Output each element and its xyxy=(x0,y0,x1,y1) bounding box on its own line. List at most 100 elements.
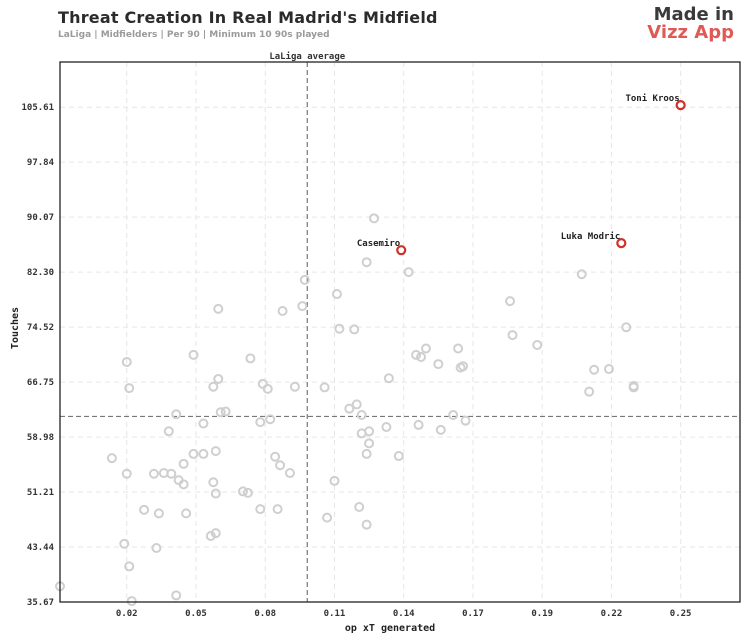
player-point xyxy=(364,426,375,437)
y-tick-label: 82.30 xyxy=(27,268,54,278)
plot-frame xyxy=(59,61,741,603)
y-tick-label: 58.98 xyxy=(27,433,54,443)
player-point xyxy=(205,530,216,541)
player-point xyxy=(322,512,333,523)
player-point xyxy=(198,418,209,429)
player-point xyxy=(255,417,266,428)
player-point xyxy=(153,508,164,519)
highlighted-player-point xyxy=(396,245,407,256)
player-label: Toni Kroos xyxy=(625,93,679,104)
player-point xyxy=(178,458,189,469)
player-point xyxy=(361,448,372,459)
player-point xyxy=(460,415,471,426)
player-point xyxy=(433,359,444,370)
player-point xyxy=(121,356,132,367)
x-tick-label: 0.14 xyxy=(393,609,415,619)
y-tick-label: 51.21 xyxy=(27,488,54,498)
player-point xyxy=(361,257,372,268)
player-point xyxy=(505,296,516,307)
player-point xyxy=(329,475,340,486)
player-point xyxy=(356,410,367,421)
x-tick-label: 0.08 xyxy=(254,609,276,619)
player-point xyxy=(188,448,199,459)
x-tick-label: 0.25 xyxy=(670,609,692,619)
player-point xyxy=(178,479,189,490)
y-tick-label: 105.61 xyxy=(21,103,54,113)
player-point xyxy=(163,426,174,437)
highlighted-player-point xyxy=(616,238,627,249)
player-point xyxy=(393,451,404,462)
player-point xyxy=(331,289,342,300)
player-point xyxy=(299,274,310,285)
player-point xyxy=(213,373,224,384)
player-point xyxy=(435,424,446,435)
y-tick-label: 90.07 xyxy=(27,213,54,223)
player-point xyxy=(448,410,459,421)
brand-line-1: Made in xyxy=(653,4,734,25)
player-point xyxy=(507,330,518,341)
brand-line-2: Vizz App xyxy=(647,22,734,43)
x-tick-label: 0.17 xyxy=(462,609,484,619)
player-point xyxy=(255,504,266,515)
y-tick-label: 35.67 xyxy=(27,598,54,608)
brand-logo: Made in Vizz App xyxy=(647,6,734,42)
x-tick-label: 0.11 xyxy=(324,609,346,619)
player-point xyxy=(403,267,414,278)
player-point xyxy=(270,451,281,462)
player-point xyxy=(453,343,464,354)
player-point xyxy=(275,460,286,471)
player-label: Casemiro xyxy=(357,238,400,249)
player-point xyxy=(237,486,248,497)
player-label: Luka Modric xyxy=(561,231,621,242)
player-point xyxy=(319,382,330,393)
x-tick-label: 0.02 xyxy=(116,609,138,619)
player-point xyxy=(208,477,219,488)
y-tick-label: 74.52 xyxy=(27,323,54,333)
x-tick-label: 0.19 xyxy=(531,609,553,619)
player-point xyxy=(289,381,300,392)
player-point xyxy=(257,378,268,389)
player-point xyxy=(124,561,135,572)
player-point xyxy=(576,269,587,280)
y-tick-label: 43.44 xyxy=(27,543,55,553)
player-point xyxy=(369,213,380,224)
player-point xyxy=(411,349,422,360)
player-point xyxy=(210,446,221,457)
y-tick-label: 66.75 xyxy=(27,378,54,388)
player-point xyxy=(166,468,177,479)
player-point xyxy=(262,383,273,394)
player-point xyxy=(171,409,182,420)
player-point xyxy=(349,324,360,335)
player-point xyxy=(121,468,132,479)
player-point xyxy=(151,543,162,554)
player-point xyxy=(297,301,308,312)
player-point xyxy=(124,383,135,394)
player-point xyxy=(381,422,392,433)
player-point xyxy=(354,501,365,512)
player-point xyxy=(628,381,639,392)
player-point xyxy=(139,504,150,515)
player-point xyxy=(364,438,375,449)
player-point xyxy=(420,343,431,354)
player-point xyxy=(119,538,130,549)
y-tick-label: 97.84 xyxy=(27,158,55,168)
player-point xyxy=(198,448,209,459)
player-point xyxy=(210,528,221,539)
player-point xyxy=(361,519,372,530)
player-point xyxy=(584,386,595,397)
player-point xyxy=(532,339,543,350)
x-tick-label: 0.05 xyxy=(185,609,207,619)
player-point xyxy=(455,362,466,373)
y-axis-label: Touches xyxy=(10,307,21,349)
player-point xyxy=(188,349,199,360)
player-point xyxy=(106,453,117,464)
player-point xyxy=(171,590,182,601)
player-point xyxy=(272,504,283,515)
player-point xyxy=(242,487,253,498)
player-point xyxy=(277,306,288,317)
player-point xyxy=(416,352,427,363)
player-point xyxy=(589,364,600,375)
player-point xyxy=(265,414,276,425)
player-point xyxy=(413,419,424,430)
